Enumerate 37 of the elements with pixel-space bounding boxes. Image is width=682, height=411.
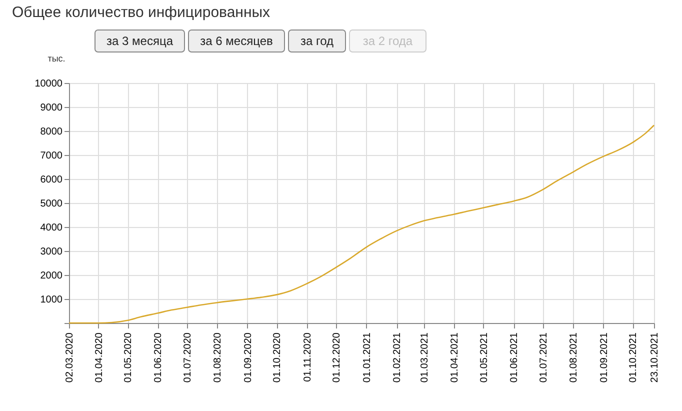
y-tick-label: 2000 [40, 270, 63, 282]
x-tick-label: 01.04.2021 [450, 332, 461, 383]
x-tick-label: 01.08.2021 [568, 332, 580, 383]
x-tick-label: 01.06.2021 [509, 332, 520, 383]
x-tick-label: 01.09.2020 [242, 332, 254, 383]
y-tick-label: 9000 [40, 102, 63, 114]
text: за 2 года [362, 34, 413, 48]
x-tick-label: 01.10.2020 [272, 332, 284, 383]
x-tick-label: 01.05.2020 [123, 332, 134, 383]
x-tick-label: 01.06.2020 [153, 332, 164, 383]
x-tick-label: 01.03.2021 [419, 332, 430, 383]
x-tick-label: 01.09.2021 [598, 332, 610, 383]
x-tick-label: 01.01.2021 [362, 332, 373, 383]
x-tick-label: 01.10.2021 [628, 332, 640, 383]
x-tick-label: 01.05.2021 [478, 332, 490, 383]
x-tick-label: 01.07.2021 [538, 332, 550, 383]
x-tick-label: 01.12.2020 [332, 332, 343, 383]
y-tick-label: 5000 [40, 198, 63, 210]
text: за 6 месяцев [200, 34, 273, 48]
y-tick-label: 7000 [40, 150, 63, 162]
text: за 3 месяца [106, 34, 174, 48]
y-tick-label: 8000 [40, 126, 63, 138]
y-axis-title: тыс. [48, 54, 66, 64]
x-tick-label: 01.04.2020 [94, 332, 105, 383]
x-tick-label: 23.10.2021 [650, 332, 660, 383]
y-tick-label: 4000 [40, 222, 63, 234]
y-tick-label: 10000 [34, 78, 63, 90]
x-tick-label: 01.02.2021 [392, 332, 404, 383]
x-tick-label: 01.11.2020 [302, 332, 314, 382]
chart-title: Общее количество инфицированных [12, 4, 271, 21]
x-tick-label: 02.03.2020 [64, 332, 76, 383]
y-tick-label: 3000 [40, 246, 63, 258]
text: за год [300, 34, 334, 48]
x-tick-label: 01.08.2020 [212, 332, 224, 383]
y-tick-label: 6000 [40, 174, 63, 186]
y-tick-label: 1000 [40, 294, 63, 306]
x-tick-label: 01.07.2020 [182, 332, 194, 383]
